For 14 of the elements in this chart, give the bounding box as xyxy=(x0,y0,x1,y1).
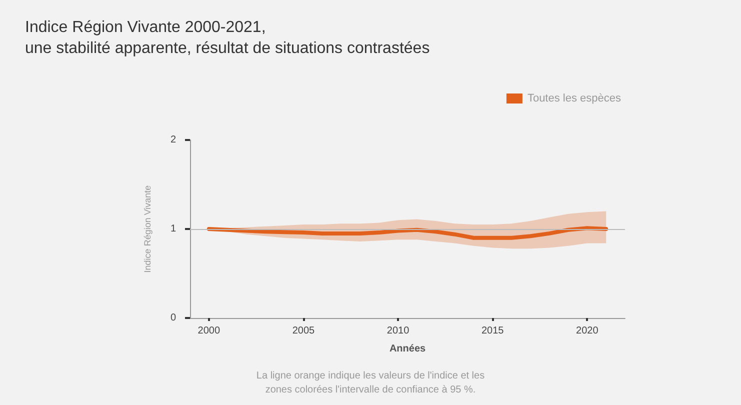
y-tick-label: 2 xyxy=(170,134,176,146)
x-tick-label: 2015 xyxy=(481,326,504,336)
x-tick-label: 2020 xyxy=(576,326,599,336)
y-tick-label: 0 xyxy=(170,312,176,324)
x-axis-title: Années xyxy=(389,344,426,354)
x-tick-label: 2000 xyxy=(198,326,220,336)
line-series xyxy=(206,226,608,240)
x-tick-label: 2005 xyxy=(292,326,316,336)
x-tick-label: 2010 xyxy=(386,326,410,336)
text: La ligne orange indique les valeurs de l'indice et les zones colorées l'intervalle de confiance à 95 %. xyxy=(256,370,485,396)
chart-title: Indice Région Vivante 2000-2021, une stabilité apparente, résultat de situations contrastées xyxy=(25,19,430,57)
y-tick-label: 1 xyxy=(170,224,176,234)
y-axis-title: Indice Région Vivante xyxy=(142,185,152,273)
legend-label: Toutes les espèces xyxy=(527,92,622,104)
